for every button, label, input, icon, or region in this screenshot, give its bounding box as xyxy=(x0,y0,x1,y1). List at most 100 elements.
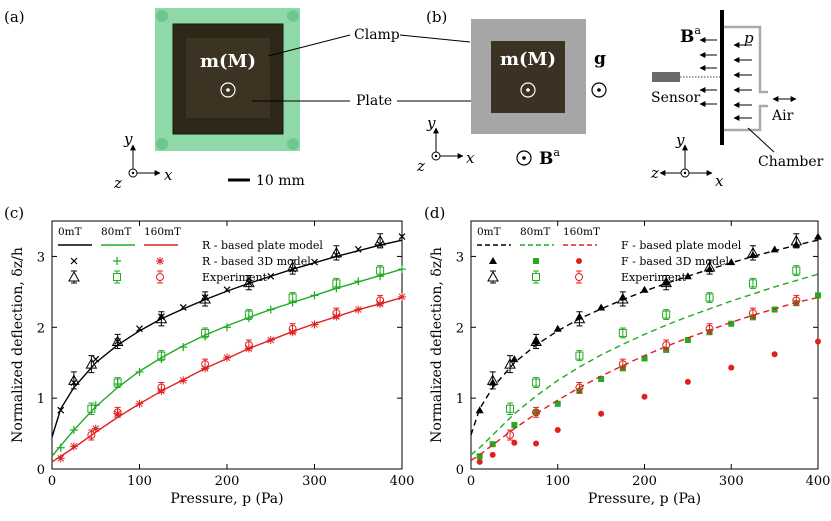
exp-marker xyxy=(288,293,297,302)
axes-triad-a xyxy=(128,144,161,178)
3d-marker xyxy=(398,292,406,301)
legend-header: 0mT xyxy=(477,226,501,238)
exp-marker xyxy=(616,292,629,304)
exp-marker xyxy=(155,312,168,324)
3d-marker xyxy=(554,427,561,434)
chart-d: 0 100 200 300 400 0 1 2 3 Pressure, p (Pa) Normali… xyxy=(429,220,831,507)
axis-y-s: y xyxy=(675,131,685,149)
exp-marker xyxy=(504,358,516,369)
chamber-label: Chamber xyxy=(758,154,824,170)
3d-marker xyxy=(57,406,65,414)
3d-marker xyxy=(354,305,363,314)
y-tick-label: 1 xyxy=(456,392,464,407)
3d-marker xyxy=(56,454,65,463)
exp-marker xyxy=(87,404,96,413)
field-label-schematic: Ba xyxy=(680,24,701,47)
exp-marker xyxy=(486,374,499,385)
exp-marker xyxy=(792,266,801,275)
exp-marker xyxy=(199,292,211,304)
legend-label: F - based plate model xyxy=(621,239,742,252)
y-axis-label: Normalized deflection, δz/h xyxy=(429,247,445,443)
exp-marker xyxy=(374,234,386,246)
3d-marker xyxy=(476,458,483,465)
3d-marker xyxy=(476,453,483,460)
axis-x-s: x xyxy=(715,172,724,190)
legend-marker xyxy=(532,273,540,281)
legend-marker xyxy=(487,270,499,282)
exp-marker xyxy=(573,312,586,324)
exp-marker xyxy=(201,360,210,369)
3d-marker xyxy=(727,258,736,266)
3d-marker xyxy=(223,323,231,332)
axis-x-b: x xyxy=(466,149,475,167)
x-axis-label: Pressure, p (Pa) xyxy=(588,491,701,507)
legend-header: 160mT xyxy=(563,226,600,238)
exp-marker xyxy=(662,341,671,349)
x-tick-label: 400 xyxy=(390,474,415,489)
3d-marker xyxy=(770,245,779,253)
exp-marker xyxy=(201,328,210,337)
exp-marker xyxy=(703,261,716,272)
clamp-leader xyxy=(399,34,471,43)
3d-marker xyxy=(641,355,648,362)
3d-marker xyxy=(640,285,649,293)
out-of-plane-icon xyxy=(220,82,236,98)
model-line-160mT xyxy=(51,296,403,463)
3d-marker xyxy=(91,424,100,433)
3d-marker xyxy=(598,410,605,417)
setup-schematic xyxy=(652,10,797,153)
y-tick-label: 2 xyxy=(456,321,464,336)
3d-marker xyxy=(511,422,518,429)
3d-marker xyxy=(533,440,540,447)
legend-marker xyxy=(70,257,78,265)
exp-marker xyxy=(113,378,122,387)
corner-bolt xyxy=(156,10,168,22)
legend-marker xyxy=(575,273,583,281)
exp-marker xyxy=(332,309,341,318)
axis-y-b: y xyxy=(426,114,436,132)
x-tick-label: 400 xyxy=(806,474,831,489)
exp-marker xyxy=(286,261,299,272)
axis-z-b: z xyxy=(416,157,425,175)
field-symbol: B xyxy=(680,27,694,47)
exp-marker xyxy=(705,293,714,302)
legend-label: R - based 3D model xyxy=(202,255,311,268)
panel-a-label: (a) xyxy=(4,8,25,26)
3d-marker xyxy=(135,367,144,376)
3d-marker xyxy=(223,353,231,362)
3d-marker xyxy=(683,272,692,280)
3d-marker xyxy=(684,337,691,344)
plate-dark-b xyxy=(491,41,565,113)
legend-marker xyxy=(156,257,164,265)
plate-label: Plate xyxy=(356,93,392,109)
3d-marker xyxy=(179,376,188,385)
exp-marker xyxy=(618,360,627,369)
field-sup: a xyxy=(694,24,701,37)
3d-marker xyxy=(56,443,65,452)
exp-marker xyxy=(85,358,98,369)
exp-marker xyxy=(376,266,385,275)
3d-marker xyxy=(815,338,821,345)
exp-marker xyxy=(705,324,714,333)
model-line-80mT xyxy=(470,273,819,456)
legend-header: 80mT xyxy=(520,226,550,238)
3d-marker xyxy=(310,291,319,300)
exp-marker xyxy=(575,351,584,360)
panel-b-label: (b) xyxy=(426,8,447,26)
legend-marker xyxy=(113,273,121,281)
exp-marker xyxy=(330,246,343,258)
3d-marker xyxy=(136,325,143,333)
legend-header: 160mT xyxy=(144,226,181,238)
3d-marker xyxy=(311,258,318,266)
3d-marker xyxy=(354,245,362,253)
x-tick-label: 300 xyxy=(719,474,744,489)
3d-marker xyxy=(92,355,100,363)
exp-marker xyxy=(244,310,253,319)
3d-marker xyxy=(814,232,822,240)
exp-marker xyxy=(111,335,124,346)
chamber-leader xyxy=(747,127,775,153)
3d-marker xyxy=(267,272,275,280)
legend-marker xyxy=(113,257,121,265)
3d-marker xyxy=(266,305,275,314)
